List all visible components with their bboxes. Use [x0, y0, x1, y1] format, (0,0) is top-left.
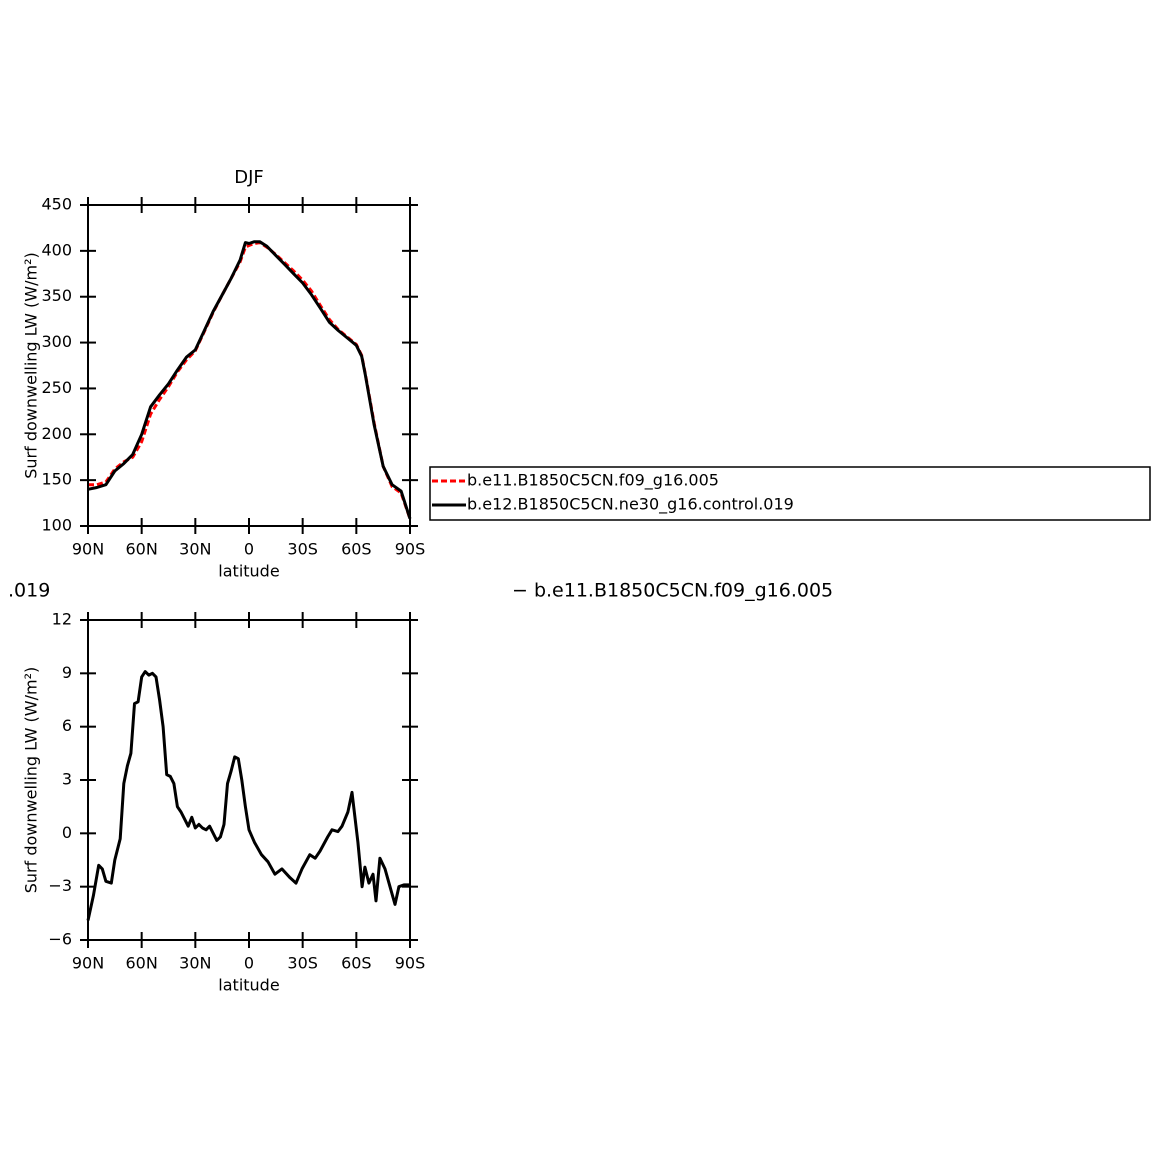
- x-tick-label: 90S: [395, 954, 426, 973]
- x-tick-label: 60N: [126, 954, 158, 973]
- data-line: [87, 240, 412, 520]
- x-tick-label: 60S: [341, 954, 372, 973]
- y-axis-label: Surf downwelling LW (W/m²): [22, 252, 41, 478]
- x-tick-label: 0: [244, 954, 254, 973]
- plot-frame: [87, 619, 411, 941]
- y-tick-label: 350: [41, 286, 72, 305]
- y-tick-label: 150: [41, 470, 72, 489]
- x-tick-label: 60S: [341, 540, 372, 559]
- y-tick-label: 400: [41, 240, 72, 259]
- legend-label: b.e12.B1850C5CN.ne30_g16.control.019: [467, 495, 794, 515]
- x-tick-label: 30S: [287, 954, 318, 973]
- y-tick-label: 6: [62, 716, 72, 735]
- x-axis-label: latitude: [218, 976, 279, 995]
- y-tick-label: −6: [48, 930, 72, 949]
- y-tick-label: −3: [48, 876, 72, 895]
- y-tick-label: 200: [41, 424, 72, 443]
- x-axis-label: latitude: [218, 562, 279, 581]
- x-tick-label: 30N: [179, 954, 211, 973]
- legend-box: [429, 466, 1151, 521]
- annotation: .019: [8, 580, 50, 602]
- chart-title: DJF: [234, 167, 264, 188]
- annotation: − b.e11.B1850C5CN.f09_g16.005: [512, 580, 833, 602]
- data-line: [86, 670, 410, 921]
- y-tick-label: 450: [41, 195, 72, 214]
- y-tick-label: 0: [62, 823, 72, 842]
- plot-frame: [87, 204, 411, 527]
- x-tick-label: 90N: [72, 954, 104, 973]
- x-tick-label: 30S: [287, 540, 318, 559]
- x-tick-label: 30N: [179, 540, 211, 559]
- y-axis-label: Surf downwelling LW (W/m²): [22, 667, 41, 893]
- y-tick-label: 100: [41, 516, 72, 535]
- data-line: [88, 241, 412, 520]
- y-tick-label: 300: [41, 332, 72, 351]
- legend-label: b.e11.B1850C5CN.f09_g16.005: [467, 471, 719, 491]
- y-tick-label: 3: [62, 770, 72, 789]
- x-tick-label: 60N: [126, 540, 158, 559]
- x-tick-label: 0: [244, 540, 254, 559]
- x-tick-label: 90N: [72, 540, 104, 559]
- x-tick-label: 90S: [395, 540, 426, 559]
- y-tick-label: 250: [41, 378, 72, 397]
- y-tick-label: 12: [52, 610, 72, 629]
- y-tick-label: 9: [62, 663, 72, 682]
